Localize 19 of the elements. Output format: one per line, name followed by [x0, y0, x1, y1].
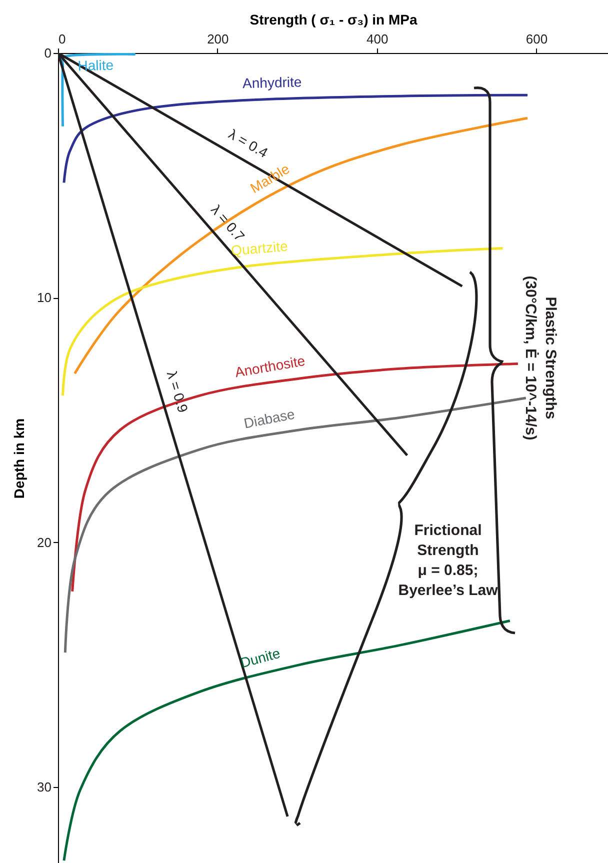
text: Anorthosite: [234, 352, 306, 380]
x-axis-title: Strength ( σ₁ - σ₃) in MPa: [250, 12, 418, 28]
text: Diabase: [242, 406, 296, 432]
series-label: Anhydrite: [242, 74, 302, 92]
x-tick-label: 600: [526, 32, 548, 46]
x-tick-label: 0: [58, 32, 66, 46]
text: λ = 0.9: [164, 369, 192, 414]
y-tick-label: 20: [37, 534, 52, 550]
x-tick-label: 400: [366, 32, 388, 46]
series-label: Halite: [78, 56, 114, 74]
y-tick-label: 10: [37, 290, 52, 306]
text: λ = 0.4: [226, 126, 271, 161]
y-axis-title: Depth in km: [11, 418, 28, 499]
annotation: Frictional Strength μ = 0.85; Byerlee’s Law: [398, 522, 498, 599]
text: Dunite: [238, 644, 282, 671]
y-tick-label: 30: [37, 780, 52, 795]
annotation: Plastic Strengths (30°C/km, Ė = 10^-14/s): [522, 276, 559, 440]
y-tick-label: 0: [44, 46, 52, 60]
x-tick-label: 200: [207, 32, 229, 46]
